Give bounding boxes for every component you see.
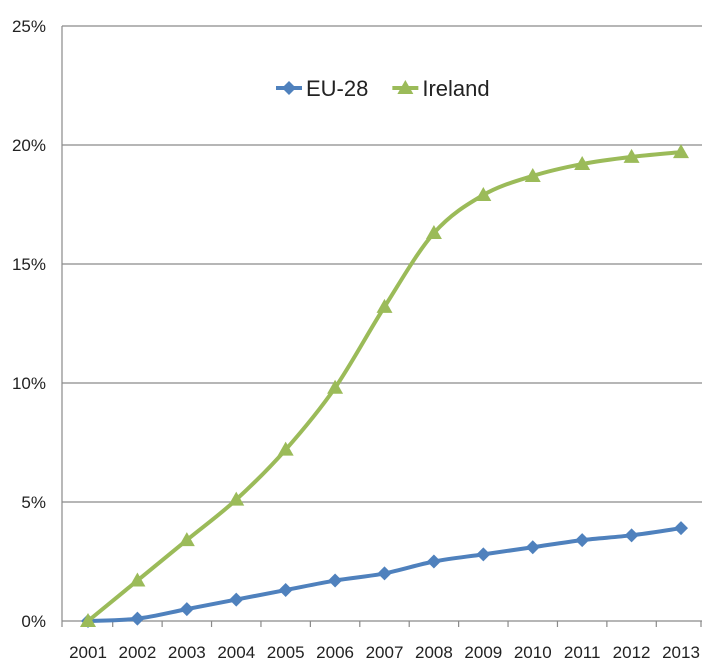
- y-tick-label: 20%: [12, 136, 46, 155]
- x-tick-label: 2009: [464, 643, 502, 662]
- data-point-eu-28: [426, 554, 441, 569]
- gridlines: [62, 25, 702, 503]
- data-point-eu-28: [624, 528, 639, 543]
- y-tick-label: 5%: [21, 493, 46, 512]
- data-point-ireland: [376, 298, 393, 313]
- x-axis: 2001 2002 2003 2004 2005 2006 2007 2008 2009 2010…: [61, 620, 702, 662]
- data-point-eu-28: [674, 521, 688, 536]
- data-point-ireland: [277, 441, 294, 456]
- data-point-eu-28: [328, 573, 343, 588]
- legend-marker-ireland: [397, 80, 414, 94]
- x-tick-label: 2005: [267, 643, 305, 662]
- data-point-eu-28: [525, 540, 540, 555]
- data-point-eu-28: [377, 566, 392, 581]
- data-point-ireland: [475, 186, 492, 201]
- data-point-eu-28: [130, 611, 145, 626]
- data-point-ireland: [425, 225, 442, 240]
- data-point-ireland: [623, 148, 640, 163]
- legend-label-eu-28: EU-28: [306, 76, 368, 101]
- x-tick-label: 2007: [366, 643, 404, 662]
- series-line-ireland: [86, 150, 683, 623]
- x-tick-label: 2006: [316, 643, 354, 662]
- x-tick-label: 2001: [69, 643, 107, 662]
- x-tick-label: 2011: [564, 643, 601, 662]
- data-point-ireland: [80, 613, 96, 627]
- x-tick-label: 2003: [168, 643, 206, 662]
- y-tick-label: 0%: [21, 612, 46, 631]
- x-tick-label: 2008: [415, 643, 453, 662]
- y-tick-label: 15%: [12, 255, 46, 274]
- data-point-eu-28: [179, 602, 194, 617]
- y-tick-label: 10%: [12, 374, 46, 393]
- data-point-eu-28: [575, 533, 590, 548]
- x-tick-label: 2013: [662, 643, 700, 662]
- legend-marker-eu-28: [282, 81, 296, 95]
- data-point-ireland: [524, 167, 541, 182]
- series-group: [80, 144, 689, 628]
- data-point-eu-28: [278, 583, 293, 598]
- data-point-ireland: [228, 491, 245, 506]
- x-tick-label: 2004: [217, 643, 255, 662]
- legend: EU-28 Ireland: [276, 76, 490, 101]
- data-point-eu-28: [476, 547, 491, 562]
- data-point-ireland: [178, 532, 195, 547]
- data-point-ireland: [129, 572, 146, 587]
- x-tick-label: 2002: [119, 643, 157, 662]
- x-tick-label: 2012: [613, 643, 651, 662]
- data-point-ireland: [574, 156, 591, 171]
- x-tick-label: 2010: [514, 643, 552, 662]
- data-point-ireland: [673, 144, 689, 159]
- data-point-eu-28: [229, 592, 244, 607]
- y-axis: 0% 5% 10% 15% 20% 25%: [12, 17, 63, 631]
- legend-label-ireland: Ireland: [422, 76, 489, 101]
- data-point-ireland: [327, 379, 344, 394]
- y-tick-label: 25%: [12, 17, 46, 36]
